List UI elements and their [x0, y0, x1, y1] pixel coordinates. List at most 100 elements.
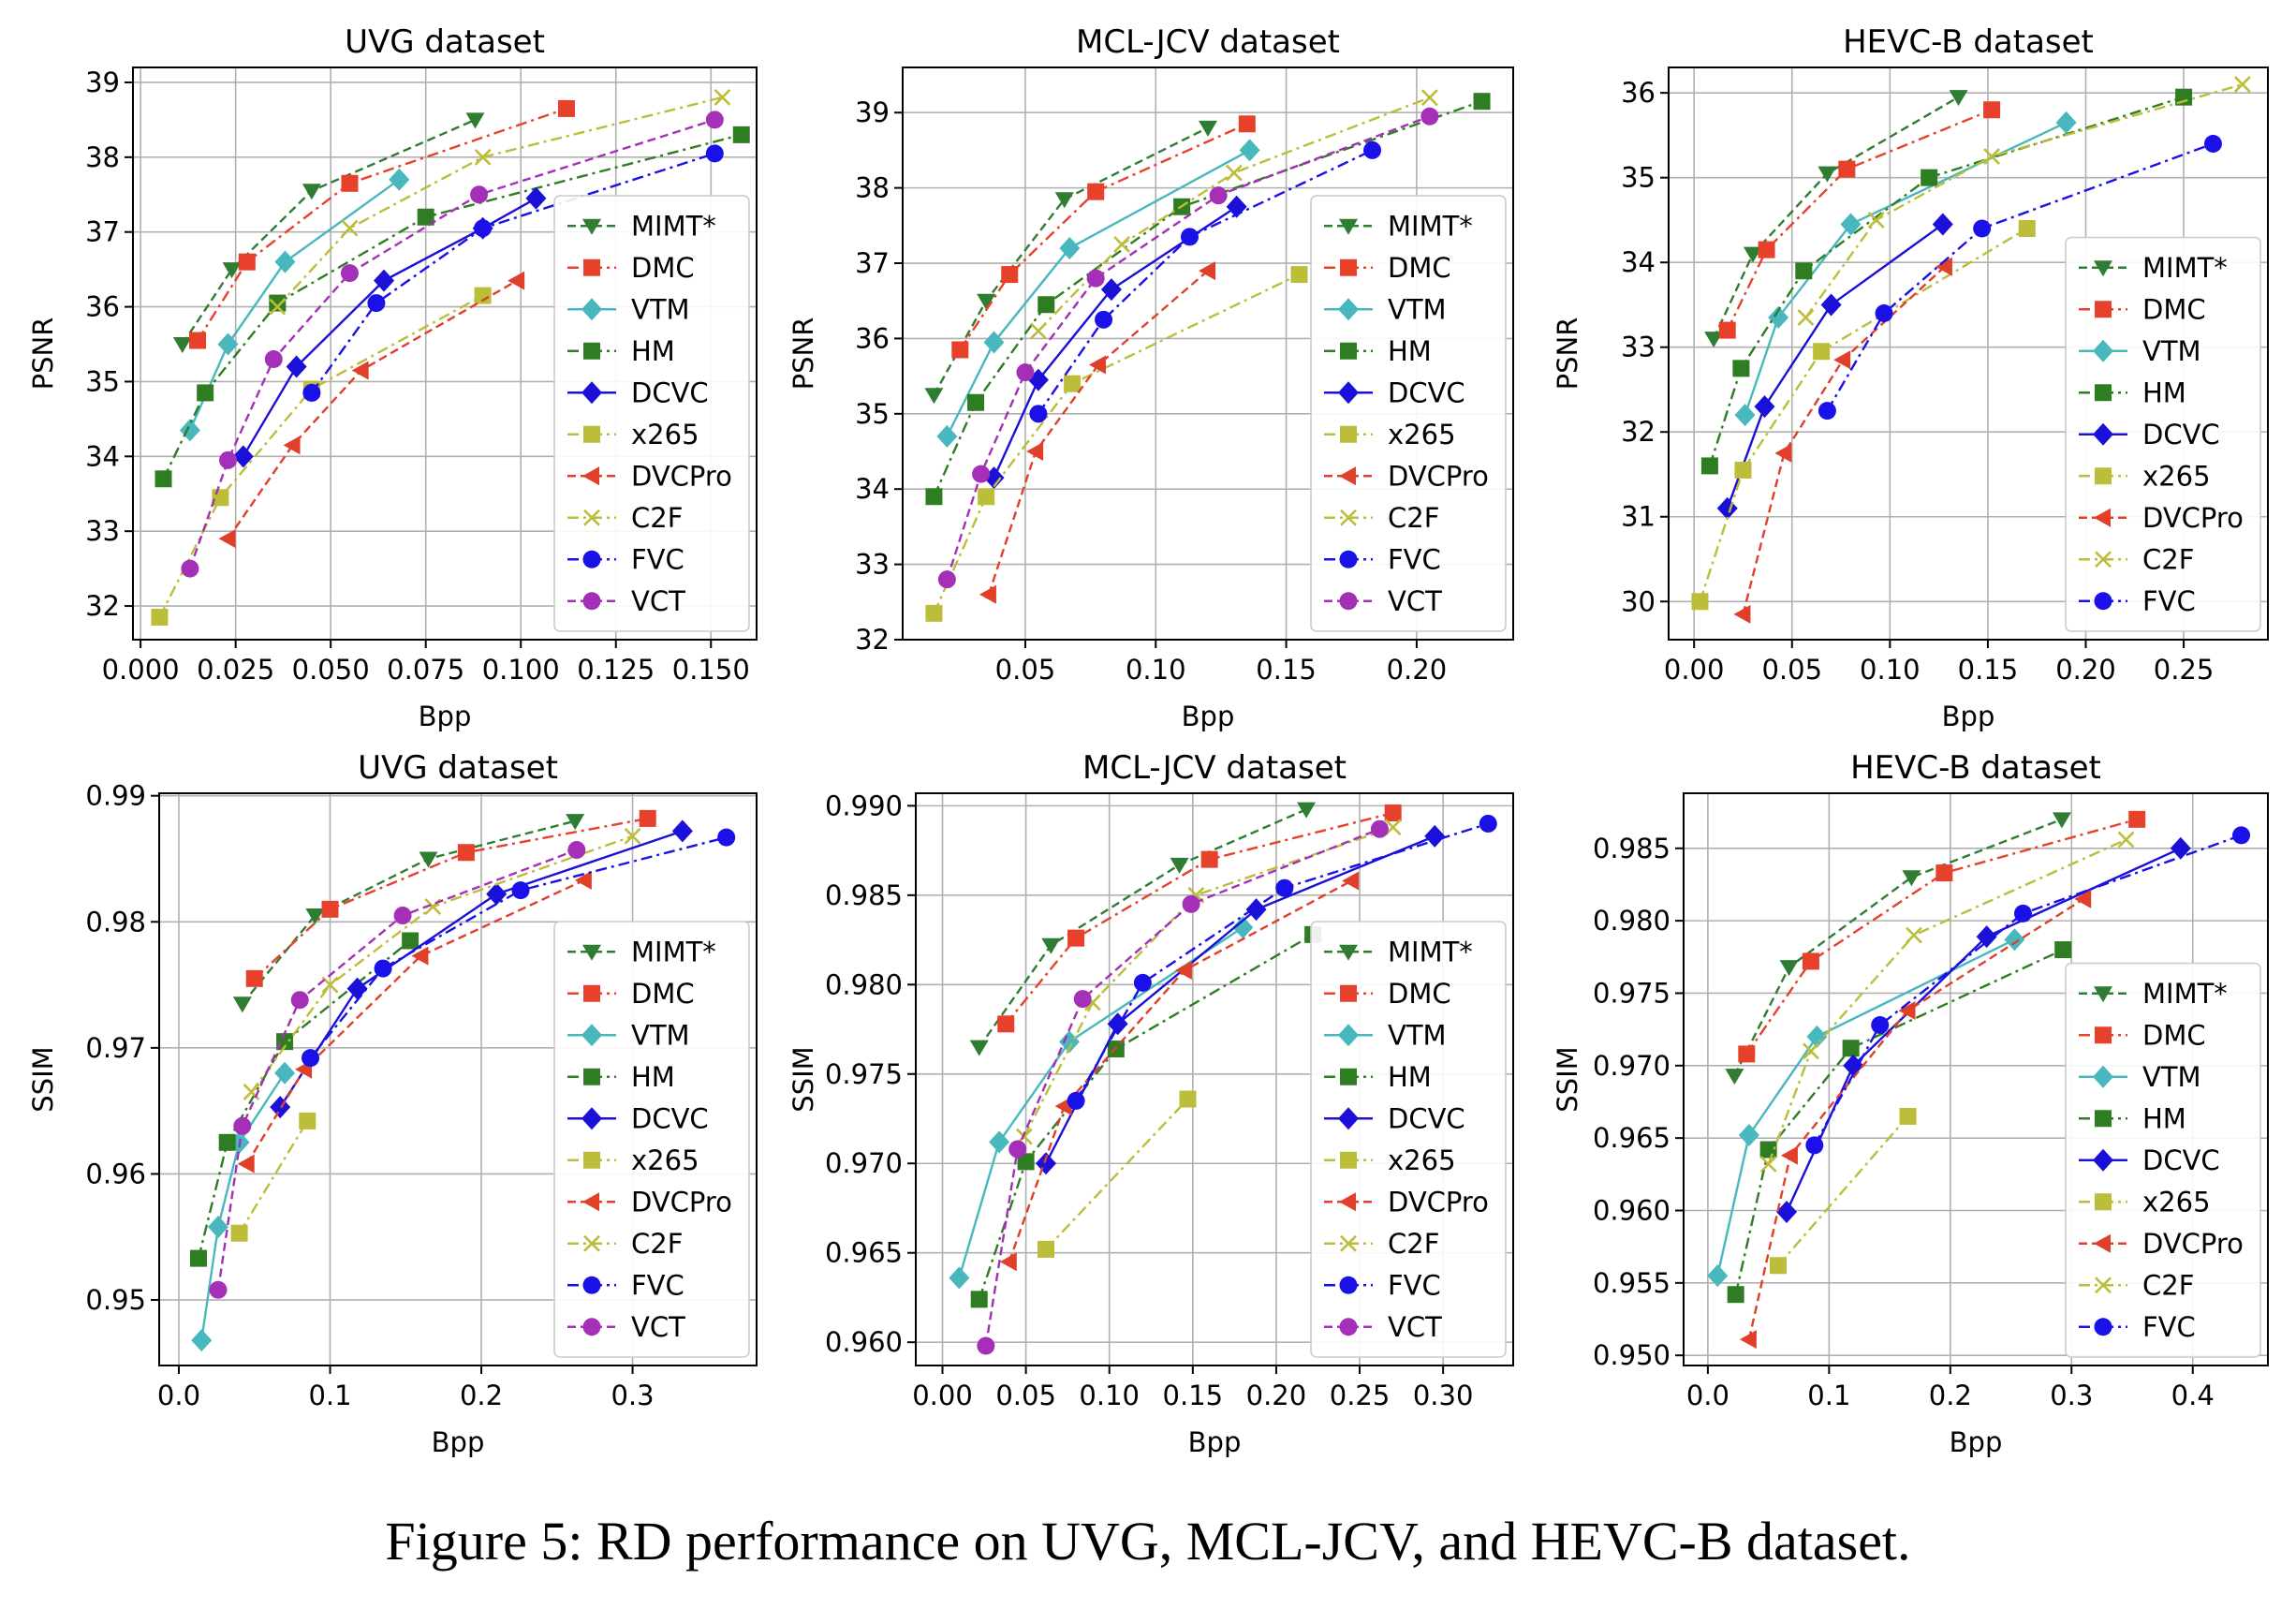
y-tick-label: 0.980	[825, 968, 903, 1000]
point-dmc	[1001, 266, 1019, 284]
legend: MIMT* DMC VTM HM DCVC x265 DVCPro C2F FVC	[2065, 962, 2261, 1358]
point-dmc	[238, 253, 256, 271]
x-tick-label: 0.1	[1807, 1380, 1850, 1411]
legend-label-hm: HM	[2142, 1102, 2186, 1134]
point-vct	[1086, 269, 1105, 288]
y-tick-label: 0.98	[85, 906, 146, 937]
point-fvc	[1095, 310, 1113, 329]
point-mimt	[1902, 870, 1921, 887]
point-c2f	[1797, 309, 1815, 326]
legend-label-x265: x265	[1388, 419, 1456, 450]
legend-label-hm: HM	[1388, 1061, 1432, 1093]
legend-label-dcvc: DCVC	[2142, 419, 2220, 450]
series-line-vct	[984, 828, 1380, 1347]
point-vct	[567, 841, 586, 860]
x-axis-label: Bpp	[1188, 1426, 1242, 1458]
point-dcvc	[1036, 1152, 1057, 1175]
series-line-vct	[946, 115, 1431, 581]
point-dvcpro	[1833, 350, 1851, 370]
legend-marker-vct	[1339, 592, 1358, 611]
series-line-dvcpro	[987, 270, 1209, 596]
x-tick-label: 0.3	[611, 1380, 654, 1411]
legend-marker-c2f	[1340, 509, 1357, 526]
x-tick-label: 0.15	[1958, 654, 2019, 686]
point-hm	[1842, 1040, 1860, 1057]
point-hm	[155, 470, 172, 488]
point-dcvc	[1776, 1201, 1798, 1224]
point-vtm	[1058, 1030, 1080, 1054]
legend-marker-vct	[582, 1318, 601, 1336]
legend-marker-x265	[583, 425, 600, 443]
y-tick-label: 33	[1621, 332, 1656, 363]
point-fvc	[1275, 878, 1294, 897]
series-line-dmc	[253, 817, 648, 980]
point-vtm	[2004, 928, 2025, 952]
legend-marker-c2f	[2095, 551, 2112, 568]
point-fvc	[717, 828, 736, 847]
legend-marker-dcvc	[2093, 422, 2113, 446]
legend-marker-dvcpro	[582, 1192, 599, 1212]
legend-marker-vct	[1339, 1318, 1358, 1336]
legend: MIMT* DMC VTM HM DCVC x265 DVCPro C2F FVC VCT	[553, 195, 750, 632]
point-hm	[1038, 296, 1055, 314]
series-line-dvcpro	[245, 878, 585, 1165]
point-dvcpro	[237, 1154, 255, 1174]
point-c2f	[1867, 212, 1885, 229]
point-mimt	[232, 996, 252, 1013]
y-axis-label: PSNR	[1552, 317, 1583, 391]
point-mimt	[1743, 246, 1762, 263]
point-fvc	[1479, 814, 1497, 833]
point-vtm	[1806, 1025, 1828, 1048]
point-dcvc	[1976, 925, 1997, 949]
legend-marker-c2f	[583, 1234, 600, 1252]
point-dvcpro	[351, 361, 369, 380]
point-dmc	[557, 99, 575, 117]
point-vtm	[983, 331, 1005, 354]
series-line-vtm	[1716, 938, 2015, 1277]
legend-label-c2f: C2F	[631, 502, 683, 534]
point-dvcpro	[1935, 257, 1952, 276]
legend-label-dcvc: DCVC	[1388, 1102, 1465, 1134]
legend-box	[2065, 236, 2261, 632]
x-tick-label: 0.05	[995, 654, 1056, 686]
x-tick-label: 0.20	[1246, 1380, 1307, 1411]
point-mimt	[977, 293, 996, 310]
x-tick-label: 0.2	[460, 1380, 503, 1411]
point-hm	[1017, 1153, 1035, 1171]
legend-label-dcvc: DCVC	[1388, 376, 1465, 408]
point-dmc	[1935, 864, 1953, 882]
legend: MIMT* DMC VTM HM DCVC x265 DVCPro C2F FVC VCT	[1310, 921, 1507, 1358]
legend-marker-hm	[1340, 1068, 1357, 1085]
legend-marker-dcvc	[581, 381, 602, 405]
x-tick-label: 0.10	[1079, 1380, 1140, 1411]
x-tick-label: 0.025	[197, 654, 274, 686]
y-tick-label: 0.975	[825, 1058, 903, 1090]
legend-label-hm: HM	[631, 335, 675, 367]
legend-label-dvcpro: DVCPro	[631, 460, 732, 492]
y-tick-label: 0.95	[85, 1284, 146, 1316]
x-tick-label: 0.05	[995, 1380, 1056, 1411]
y-tick-label: 0.965	[825, 1237, 903, 1269]
point-hm	[269, 294, 287, 312]
y-axis-label: SSIM	[1552, 1046, 1583, 1112]
y-axis-label: SSIM	[787, 1046, 819, 1112]
series-line-mimt	[978, 808, 1307, 1048]
legend-label-dmc: DMC	[2142, 1019, 2206, 1051]
y-tick-label: 0.99	[85, 780, 146, 812]
y-tick-label: 0.96	[85, 1158, 146, 1189]
point-mimt	[1949, 90, 1968, 107]
x-tick-label: 0.100	[482, 654, 560, 686]
point-x265	[1899, 1107, 1917, 1125]
point-fvc	[302, 383, 321, 402]
legend-label-mimt: MIMT*	[631, 936, 716, 967]
x-tick-label: 0.30	[1413, 1380, 1474, 1411]
point-dmc	[951, 341, 969, 359]
legend-label-dmc: DMC	[631, 252, 695, 284]
point-hm	[197, 384, 214, 402]
point-vtm	[217, 332, 239, 356]
point-hm	[417, 208, 434, 226]
point-dmc	[457, 844, 475, 862]
legend-marker-fvc	[582, 550, 601, 568]
point-dmc	[2128, 810, 2146, 828]
